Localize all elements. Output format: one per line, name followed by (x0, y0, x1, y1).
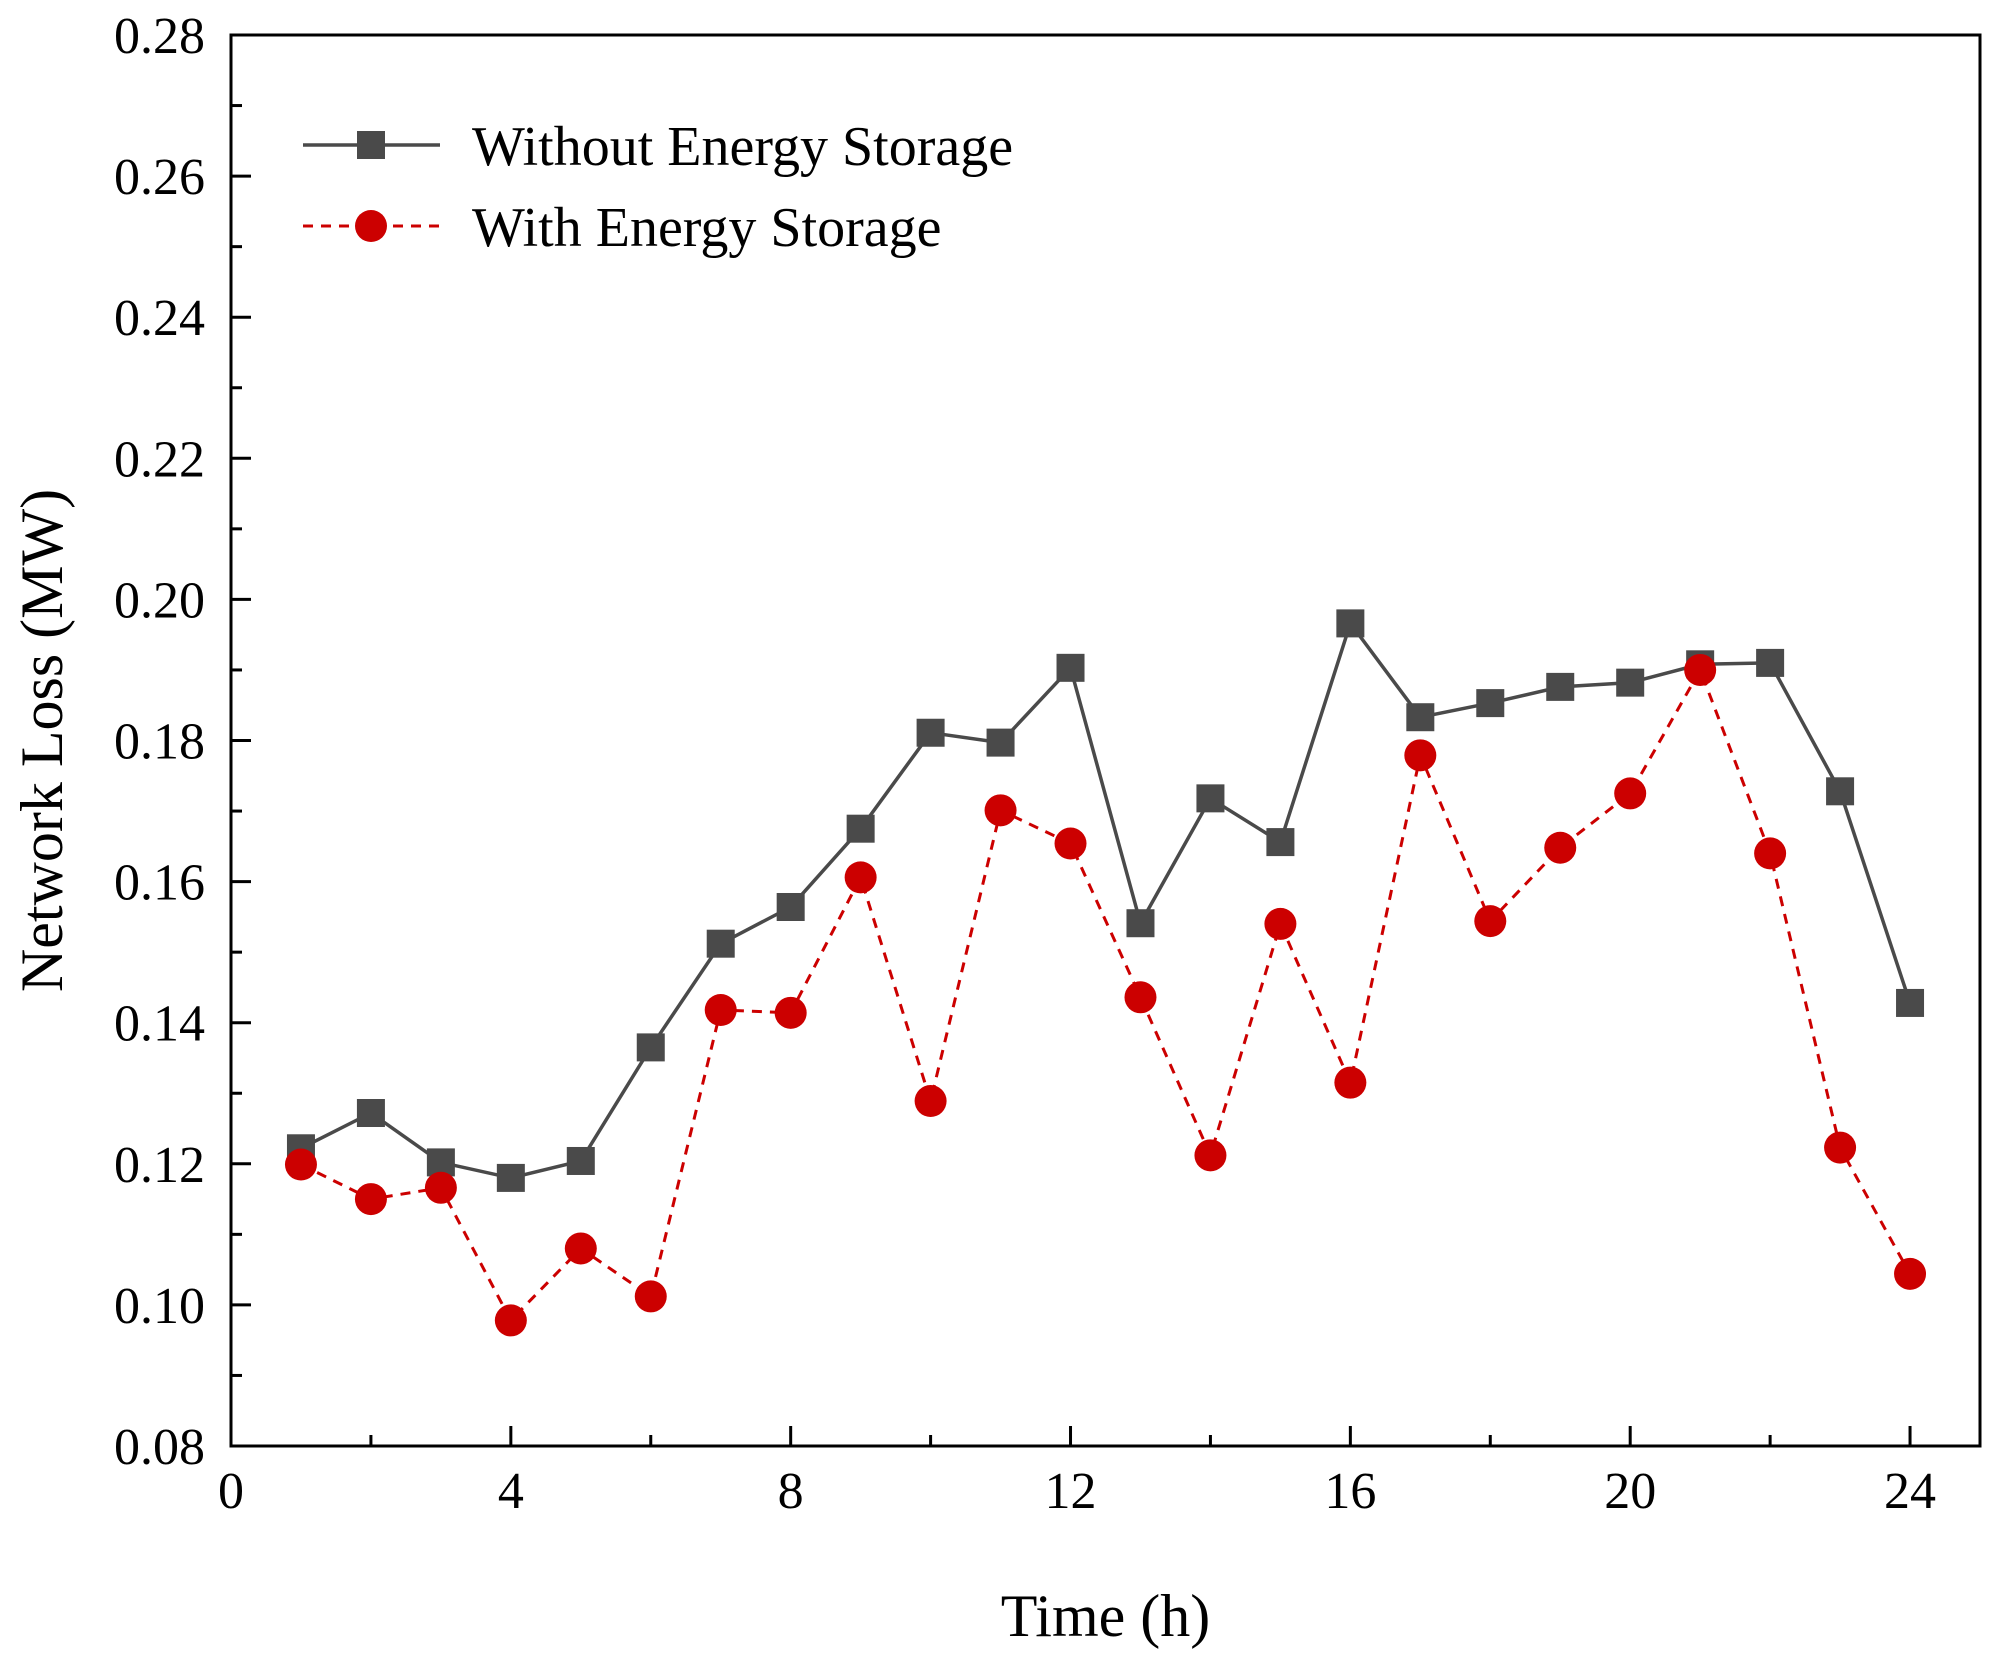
data-point-square (1616, 668, 1645, 697)
data-point-square (1756, 648, 1785, 677)
y-tick-label: 0.14 (114, 996, 205, 1053)
data-point-circle (1474, 905, 1507, 938)
data-point-circle (1264, 907, 1297, 940)
data-point-circle (1684, 653, 1717, 686)
data-point-circle (774, 996, 807, 1029)
y-tick-label: 0.26 (114, 149, 205, 206)
legend-label: Without Energy Storage (472, 116, 1013, 178)
data-point-square (1196, 784, 1225, 813)
x-tick-label: 4 (498, 1463, 524, 1520)
data-point-circle (914, 1085, 947, 1118)
data-point-circle (844, 861, 877, 894)
y-tick-label: 0.20 (114, 572, 205, 629)
data-point-square (986, 728, 1015, 757)
series-line (300, 666, 1912, 1323)
axis-ticks: 0 4 8 12 16 20 24 0.08 0.10 0.12 0.14 0.16 0.18 0.20 0… (114, 8, 1936, 1520)
legend-item: Without Energy Storage (303, 116, 1013, 178)
legend-marker-square (357, 131, 385, 159)
data-point-square (1406, 703, 1435, 732)
data-point-square (566, 1146, 595, 1175)
series-2 (284, 653, 1927, 1337)
data-point-square (1896, 988, 1925, 1017)
data-point-circle (494, 1304, 527, 1337)
data-point-circle (1754, 837, 1787, 870)
series-1 (286, 609, 1925, 1192)
data-point-circle (1334, 1066, 1367, 1099)
data-point-square (496, 1163, 525, 1192)
x-tick-label: 16 (1324, 1463, 1376, 1520)
series-layer (284, 609, 1927, 1337)
data-point-square (846, 814, 875, 843)
legend-label: With Energy Storage (472, 197, 942, 259)
legend: Without Energy Storage With Energy Storag… (303, 116, 1013, 259)
data-point-square (916, 718, 945, 747)
data-point-circle (284, 1148, 317, 1181)
x-tick-label: 8 (778, 1463, 804, 1520)
data-point-circle (424, 1171, 457, 1204)
y-tick-label: 0.10 (114, 1278, 205, 1335)
x-tick-label: 12 (1045, 1463, 1097, 1520)
legend-marker-circle (355, 210, 387, 242)
data-point-circle (354, 1183, 387, 1216)
data-point-circle (984, 794, 1017, 827)
data-point-square (1546, 672, 1575, 701)
data-point-square (776, 892, 805, 921)
data-point-square (426, 1148, 455, 1177)
data-point-square (1266, 828, 1295, 857)
data-point-circle (1404, 739, 1437, 772)
data-point-square (1826, 777, 1855, 806)
data-point-square (1476, 689, 1505, 718)
x-tick-label: 20 (1604, 1463, 1656, 1520)
data-point-circle (564, 1232, 597, 1265)
data-point-circle (1824, 1131, 1857, 1164)
x-axis-title: Time (h) (1001, 1583, 1210, 1649)
data-point-square (706, 929, 735, 958)
data-point-circle (1614, 777, 1647, 810)
y-tick-label: 0.28 (114, 8, 205, 65)
data-point-circle (634, 1280, 667, 1313)
x-tick-label: 24 (1884, 1463, 1936, 1520)
y-tick-label: 0.16 (114, 855, 205, 912)
data-point-square (356, 1099, 385, 1128)
series-line (300, 619, 1912, 1180)
x-tick-label: 0 (218, 1463, 244, 1520)
plot-frame (229, 33, 1982, 1448)
data-point-square (1336, 609, 1365, 638)
data-point-circle (1894, 1257, 1927, 1290)
legend-item: With Energy Storage (303, 197, 942, 259)
data-point-square (636, 1033, 665, 1062)
data-point-square (1056, 653, 1085, 682)
y-tick-label: 0.18 (114, 714, 205, 771)
y-tick-label: 0.22 (114, 431, 205, 488)
data-point-square (1126, 909, 1155, 938)
data-point-circle (1544, 831, 1577, 864)
data-point-circle (1054, 827, 1087, 860)
data-point-circle (704, 994, 737, 1027)
y-tick-label: 0.12 (114, 1137, 205, 1194)
y-tick-label: 0.08 (114, 1419, 205, 1476)
data-point-circle (1194, 1139, 1227, 1172)
data-point-circle (1124, 981, 1157, 1014)
y-tick-label: 0.24 (114, 290, 205, 347)
y-axis-title: Network Loss (MW) (9, 489, 75, 992)
